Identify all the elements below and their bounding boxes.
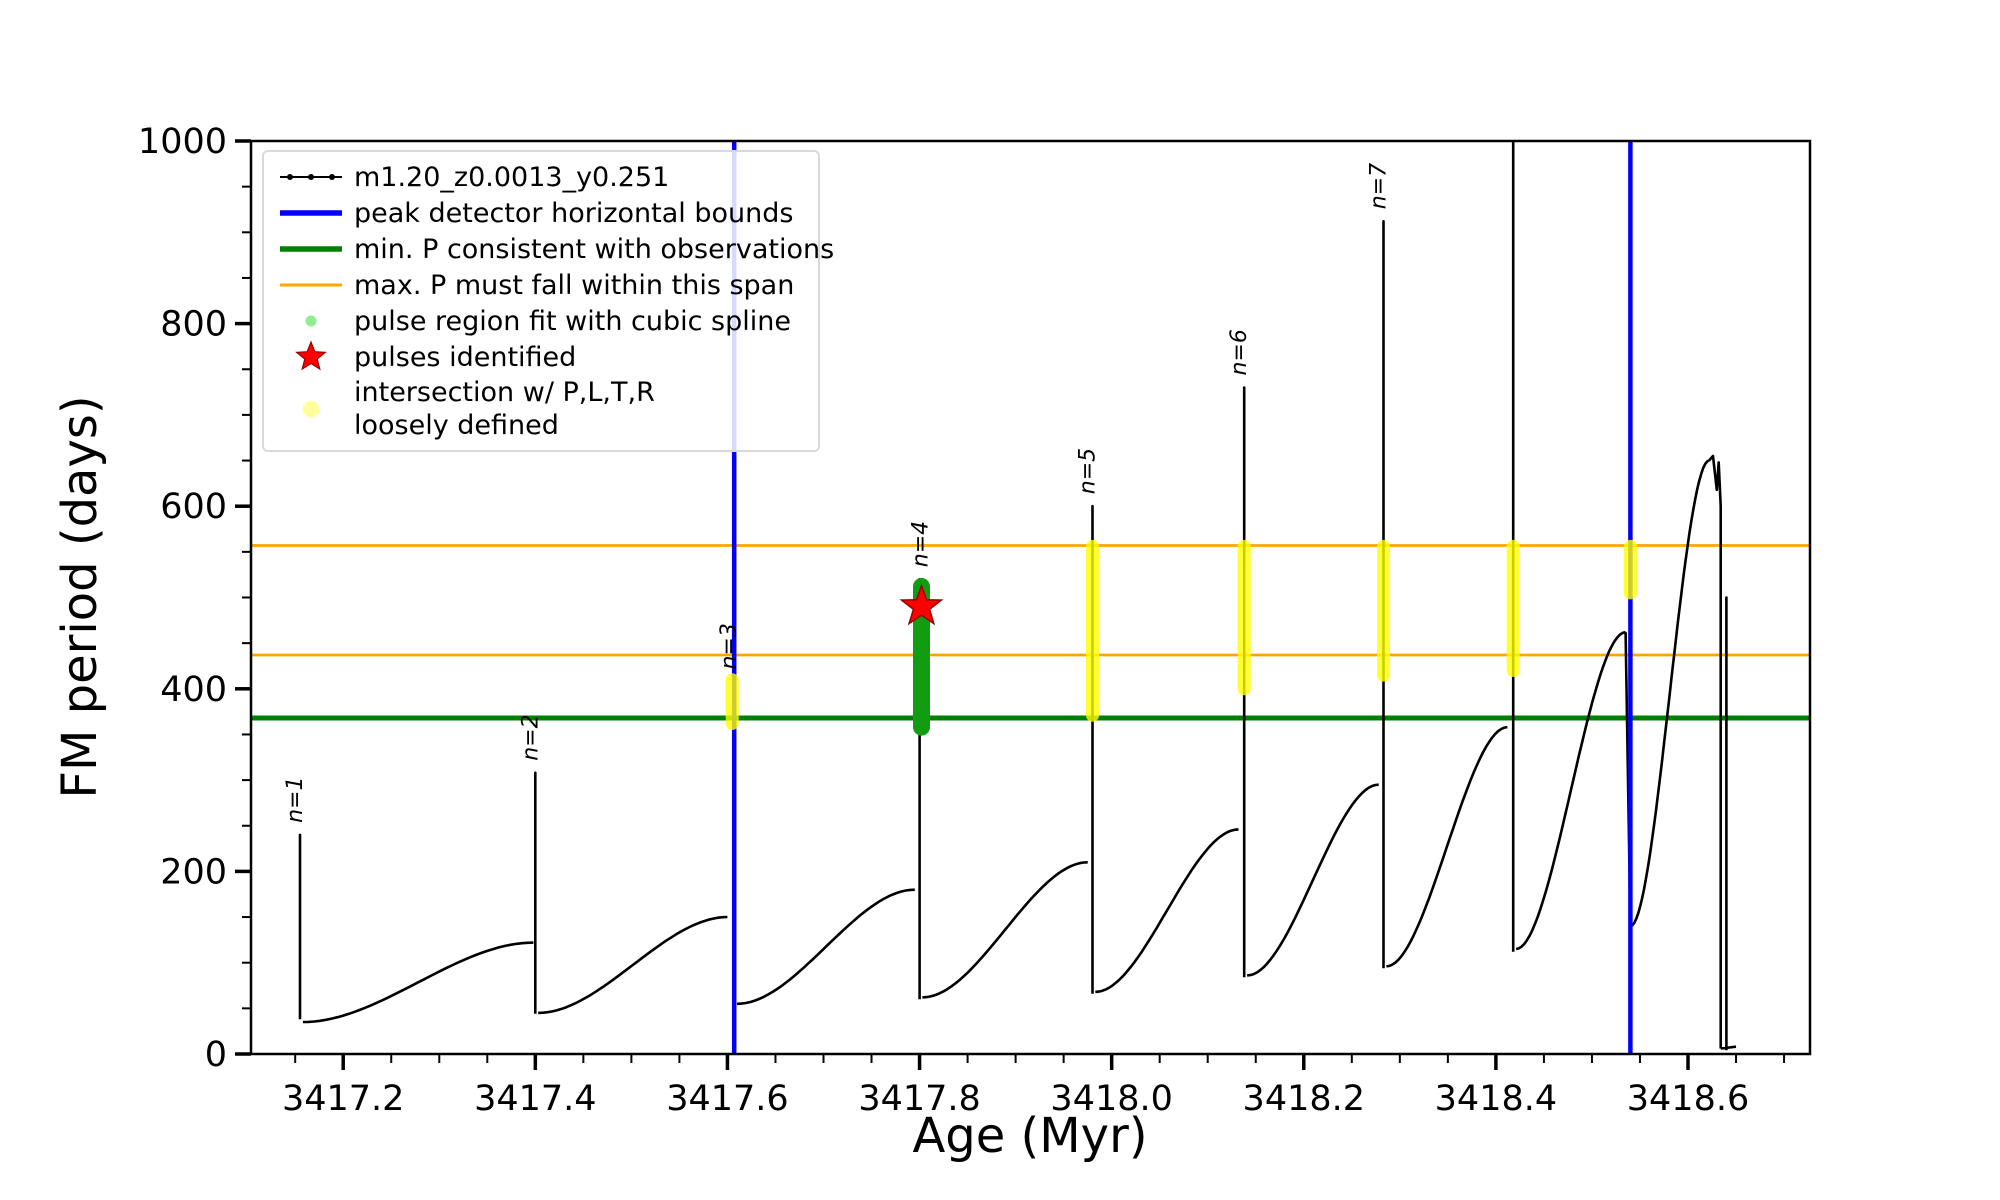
peak-label-n=6: n=6 — [1227, 329, 1252, 375]
x-axis-label: Age (Myr) — [912, 1108, 1147, 1164]
x-tick-label: 3418.2 — [1243, 1079, 1365, 1119]
legend-label: pulse region fit with cubic spline — [354, 305, 791, 337]
legend-label: peak detector horizontal bounds — [354, 197, 794, 229]
legend-label-line2: loosely defined — [354, 410, 559, 441]
legend-item: m1.20_z0.0013_y0.251 — [276, 160, 806, 194]
clipped-layer — [251, 141, 1810, 1054]
legend-label: max. P must fall within this span — [354, 269, 795, 301]
y-tick-label: 0 — [205, 1035, 227, 1075]
legend-item: pulse region fit with cubic spline — [276, 304, 806, 338]
y-tick-label: 600 — [160, 487, 227, 527]
pulse-star-icon — [899, 583, 944, 626]
x-tick-label: 3417.6 — [666, 1079, 788, 1119]
y-tick-label: 400 — [160, 670, 227, 710]
legend-label: m1.20_z0.0013_y0.251 — [354, 161, 670, 193]
peak-label-n=3: n=3 — [717, 623, 742, 669]
y-tick-label: 1000 — [138, 122, 227, 162]
peak-label-n=4: n=4 — [908, 521, 933, 567]
x-tick-label: 3417.2 — [282, 1079, 404, 1119]
x-tick-label: 3417.4 — [474, 1079, 596, 1119]
y-tick-label: 800 — [160, 305, 227, 345]
y-tick-label: 200 — [160, 852, 227, 892]
thin-line-icon — [280, 283, 342, 287]
x-tick-label: 3418.0 — [1050, 1079, 1172, 1119]
peak-label-n=2: n=2 — [518, 714, 543, 760]
y-axis-label: FM period (days) — [52, 395, 108, 798]
x-tick-label: 3418.4 — [1435, 1079, 1557, 1119]
legend-label: pulses identified — [354, 341, 577, 373]
legend-label: intersection w/ P,L,T,R loosely defined — [354, 377, 655, 441]
x-tick-label: 3418.6 — [1627, 1079, 1749, 1119]
dotted-line-icon — [280, 174, 342, 180]
legend-item: max. P must fall within this span — [276, 268, 806, 302]
peak-label-n=5: n=5 — [1076, 448, 1101, 494]
peak-label-n=7: n=7 — [1367, 163, 1392, 209]
legend-item: min. P consistent with observations — [276, 232, 834, 266]
peak-label-n=1: n=1 — [283, 777, 308, 823]
plot-area: n=1 n=2 n=3 n=4 n=5 n=6 n=7 3417.2 3417.4 3417.6 3… — [138, 122, 1812, 1119]
x-tick-label: 3417.8 — [858, 1079, 980, 1119]
dot-large-icon — [302, 400, 320, 418]
star-icon — [295, 340, 327, 371]
thick-line-icon — [280, 246, 342, 252]
legend-label: min. P consistent with observations — [354, 233, 835, 265]
legend-item: pulses identified — [276, 340, 806, 374]
legend-item: peak detector horizontal bounds — [276, 196, 806, 230]
dot-icon — [305, 315, 317, 327]
thick-line-icon — [280, 210, 342, 216]
legend-item: intersection w/ P,L,T,R loosely defined — [276, 376, 806, 442]
